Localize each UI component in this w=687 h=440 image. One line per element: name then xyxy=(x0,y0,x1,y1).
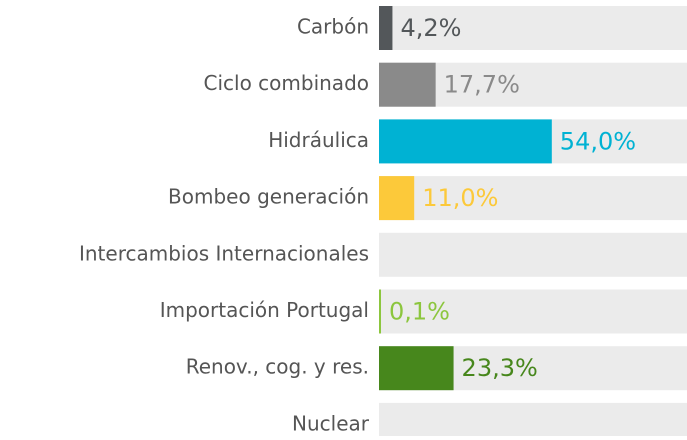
track xyxy=(379,289,687,334)
category-label: Renov., cog. y res. xyxy=(186,355,369,379)
value-label: 17,7% xyxy=(444,71,520,99)
track xyxy=(379,402,687,440)
bar xyxy=(379,289,381,334)
category-label: Bombeo generación xyxy=(168,185,369,209)
track xyxy=(379,6,687,50)
category-label: Nuclear xyxy=(292,411,370,435)
bar xyxy=(379,346,454,391)
value-label: 0,1% xyxy=(389,298,450,326)
track xyxy=(379,232,687,277)
value-label: 11,0% xyxy=(422,184,498,212)
bar xyxy=(379,119,552,164)
category-label: Importación Portugal xyxy=(160,298,369,322)
value-label: 23,3% xyxy=(462,354,538,382)
bar xyxy=(379,176,415,221)
category-label: Ciclo combinado xyxy=(204,71,370,95)
value-label: 4,2% xyxy=(400,14,461,42)
bar xyxy=(379,6,393,50)
category-label: Hidráulica xyxy=(268,128,369,152)
bar xyxy=(379,62,436,107)
category-label: Carbón xyxy=(297,15,369,39)
track xyxy=(379,176,687,221)
value-label: 54,0% xyxy=(560,127,636,155)
category-label: Intercambios Internacionales xyxy=(79,241,369,265)
